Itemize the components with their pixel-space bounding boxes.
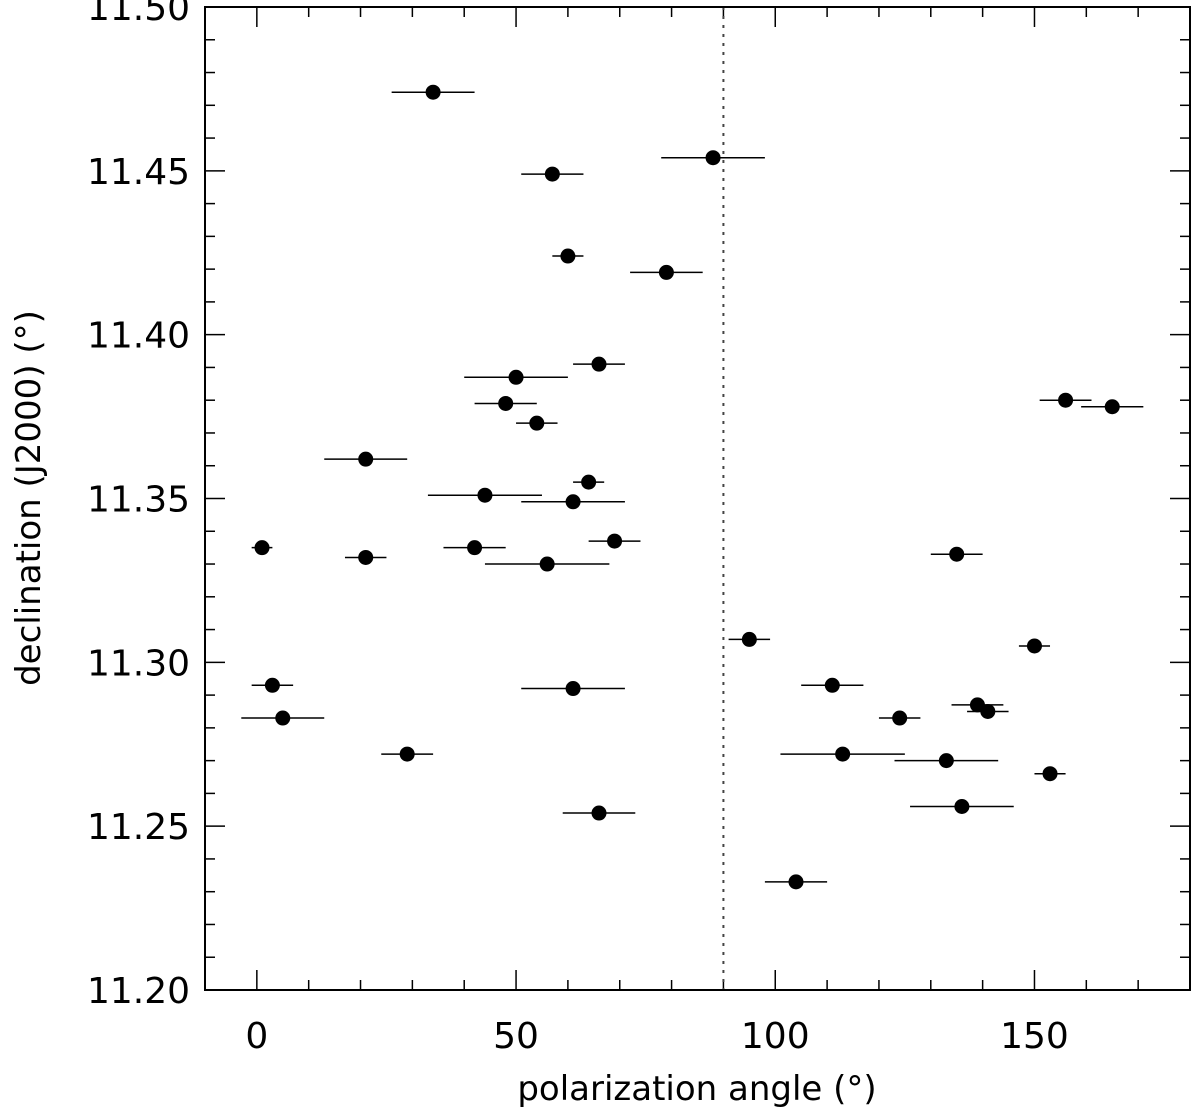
- data-point: [607, 533, 623, 549]
- data-point: [498, 395, 514, 411]
- x-tick-label: 0: [245, 1016, 268, 1057]
- data-point: [938, 753, 954, 769]
- data-point: [824, 677, 840, 693]
- y-tick-label: 11.35: [87, 480, 190, 521]
- data-point: [529, 415, 545, 431]
- data-point: [539, 556, 555, 572]
- data-point: [477, 487, 493, 503]
- x-tick-label: 150: [1000, 1016, 1069, 1057]
- data-point: [467, 540, 483, 556]
- y-tick-label: 11.40: [87, 316, 190, 357]
- data-point: [254, 540, 270, 556]
- data-point: [264, 677, 280, 693]
- y-tick-label: 11.25: [87, 807, 190, 848]
- ticks-layer: [204, 6, 1191, 991]
- data-point: [892, 710, 908, 726]
- data-point: [275, 710, 291, 726]
- y-tick-label: 11.30: [87, 643, 190, 684]
- data-points-layer: [241, 84, 1144, 890]
- x-tick-label: 50: [493, 1016, 539, 1057]
- data-point: [399, 746, 415, 762]
- y-tick-label: 11.50: [87, 0, 190, 29]
- y-axis-label: declination (J2000) (°): [9, 310, 49, 686]
- y-tick-label: 11.20: [87, 971, 190, 1012]
- data-point: [560, 248, 576, 264]
- x-axis-label: polarization angle (°): [517, 1069, 876, 1109]
- data-point: [705, 150, 721, 166]
- data-point: [581, 474, 597, 490]
- data-point: [1058, 392, 1074, 408]
- data-point: [358, 451, 374, 467]
- data-point: [949, 546, 965, 562]
- y-tick-label: 11.45: [87, 152, 190, 193]
- data-point: [591, 805, 607, 821]
- data-point: [835, 746, 851, 762]
- tick-labels-layer: 0 50 100 150 11.20 11.25 11.30 11.35 11.40 11.45 1…: [87, 0, 1069, 1057]
- data-point: [508, 369, 524, 385]
- data-point: [565, 494, 581, 510]
- data-point: [425, 84, 441, 100]
- data-point: [1026, 638, 1042, 654]
- data-point: [544, 166, 560, 182]
- data-point: [1042, 766, 1058, 782]
- x-tick-label: 100: [741, 1016, 810, 1057]
- data-point: [358, 549, 374, 565]
- data-point: [788, 874, 804, 890]
- data-point: [954, 799, 970, 815]
- data-point: [565, 681, 581, 697]
- data-point: [658, 264, 674, 280]
- data-point: [741, 631, 757, 647]
- plot-frame: [204, 6, 1191, 991]
- data-point: [591, 356, 607, 372]
- data-point: [1104, 399, 1120, 415]
- data-point: [980, 703, 996, 719]
